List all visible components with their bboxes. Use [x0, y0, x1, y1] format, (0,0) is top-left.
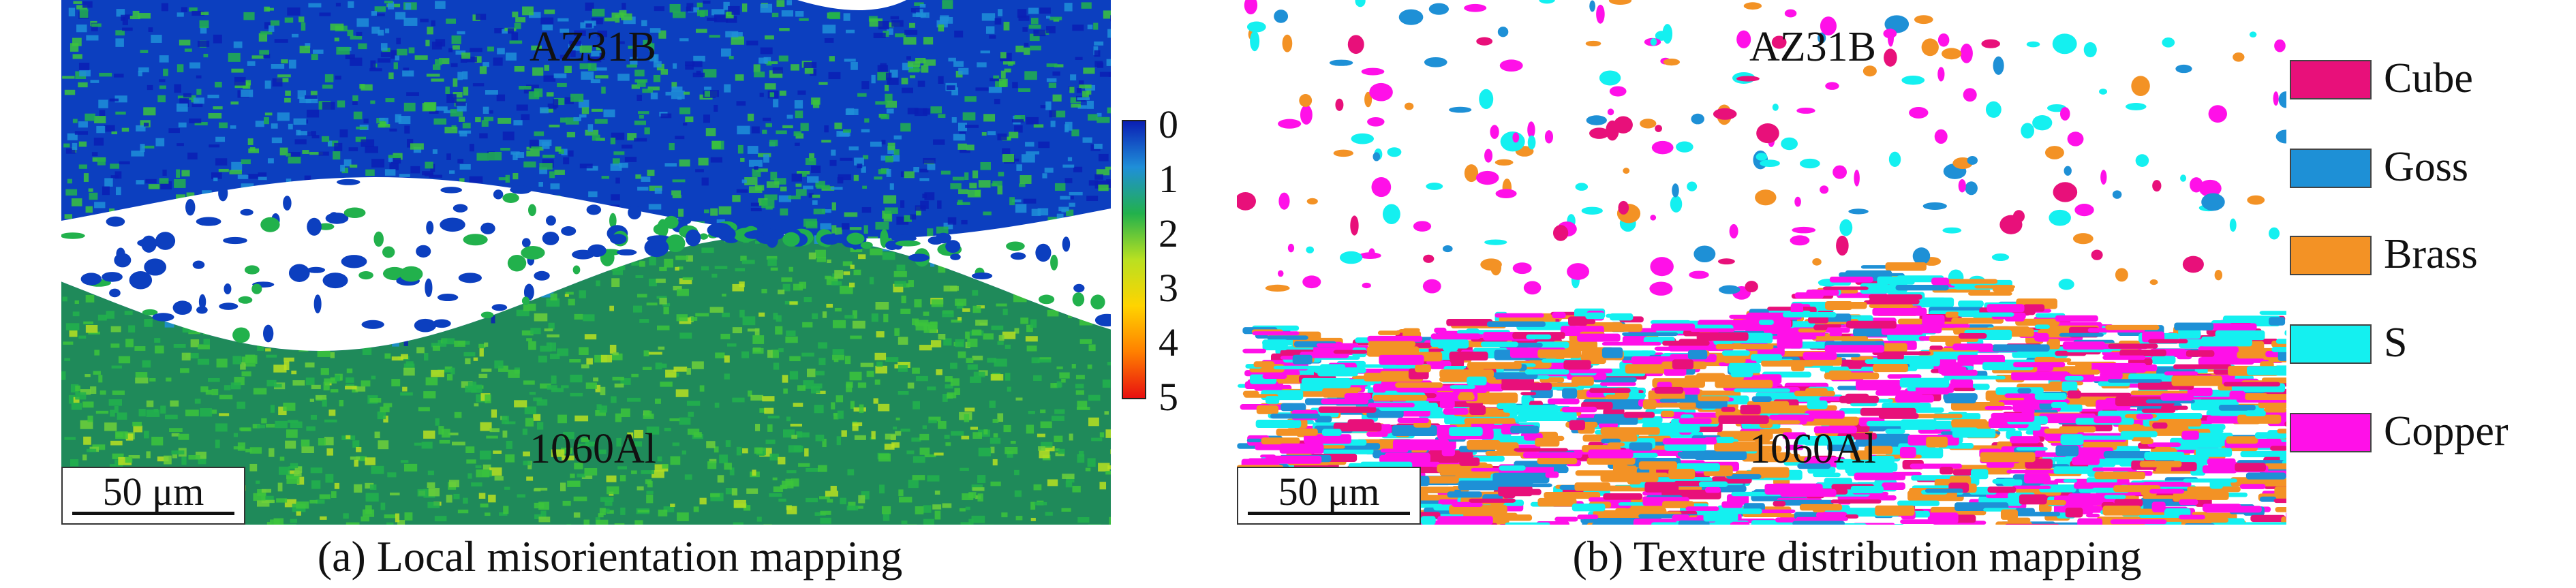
misorientation-map-image — [61, 0, 1111, 525]
scale-bar: 50 μm — [61, 467, 245, 525]
legend-swatch-cube — [2290, 60, 2372, 99]
legend-item-copper: Copper — [2290, 407, 2562, 455]
legend-swatch-brass — [2290, 236, 2372, 275]
al1060-label: 1060Al — [530, 426, 656, 472]
scale-bar-line-b — [1248, 512, 1410, 515]
scale-bar-b: 50 μm — [1237, 467, 1421, 525]
texture-map-panel: AZ31B 1060Al 50 μm — [1237, 0, 2286, 525]
legend-item-cube: Cube — [2290, 55, 2562, 102]
scale-bar-label-b: 50 μm — [1278, 469, 1380, 514]
legend-swatch-s — [2290, 324, 2372, 364]
legend-label-goss: Goss — [2384, 144, 2469, 190]
legend-swatch-goss — [2290, 149, 2372, 188]
colorbar-tick-5: 5 — [1159, 375, 1178, 419]
legend-item-brass: Brass — [2290, 230, 2562, 278]
legend-label-s: S — [2384, 320, 2408, 366]
misorientation-map-panel: AZ31B 1060Al 50 μm — [61, 0, 1111, 525]
texture-map-image — [1237, 0, 2286, 525]
colorbar-tick-1: 1 — [1159, 157, 1178, 201]
legend-label-cube: Cube — [2384, 55, 2473, 102]
colorbar-tick-2: 2 — [1159, 211, 1178, 256]
misorientation-colorbar — [1122, 120, 1146, 399]
colorbar-tick-0: 0 — [1159, 102, 1178, 146]
legend-label-copper: Copper — [2384, 408, 2509, 454]
legend-item-goss: Goss — [2290, 143, 2562, 191]
legend-item-s: S — [2290, 319, 2562, 367]
colorbar-tick-4: 4 — [1159, 320, 1178, 365]
az31b-label-b: AZ31B — [1749, 24, 1876, 70]
scale-bar-line — [72, 512, 234, 515]
colorbar-tick-3: 3 — [1159, 266, 1178, 310]
legend-label-brass: Brass — [2384, 231, 2478, 277]
legend-swatch-copper — [2290, 413, 2372, 452]
az31b-label: AZ31B — [530, 24, 656, 70]
scale-bar-label: 50 μm — [102, 469, 204, 514]
caption-a: (a) Local misorientation mapping — [317, 532, 903, 581]
al1060-label-b: 1060Al — [1749, 426, 1876, 472]
caption-b: (b) Texture distribution mapping — [1572, 532, 2142, 581]
